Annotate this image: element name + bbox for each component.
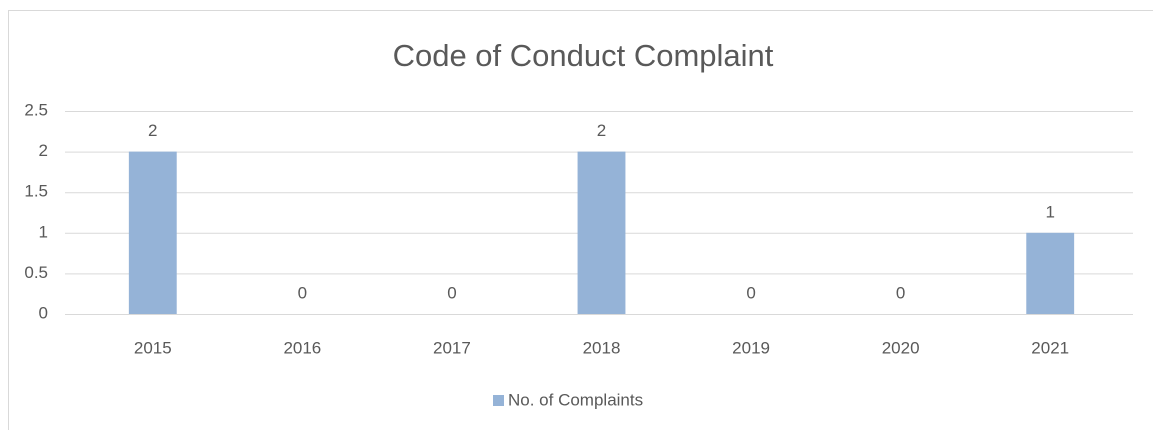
data-label: 0: [447, 283, 456, 302]
x-tick-label: 2021: [1031, 338, 1069, 357]
chart-title: Code of Conduct Complaint: [393, 38, 774, 73]
y-tick-label: 2: [39, 141, 48, 160]
data-label: 0: [896, 283, 905, 302]
data-label: 1: [1045, 202, 1054, 221]
data-label: 2: [148, 121, 157, 140]
x-tick-label: 2015: [134, 338, 172, 357]
y-tick-label: 0.5: [24, 263, 48, 282]
bar: [128, 151, 177, 314]
legend-label: No. of Complaints: [508, 390, 643, 409]
x-tick-label: 2017: [433, 338, 471, 357]
x-tick-label: 2019: [732, 338, 770, 357]
data-label: 0: [746, 283, 755, 302]
data-label: 0: [298, 283, 307, 302]
legend-swatch: [493, 395, 504, 406]
data-label: 2: [597, 121, 606, 140]
bar: [1026, 232, 1075, 314]
y-tick-label: 1: [39, 222, 48, 241]
bar: [577, 151, 626, 314]
x-tick-label: 2018: [583, 338, 621, 357]
y-tick-label: 2.5: [24, 100, 48, 119]
x-tick-label: 2020: [882, 338, 920, 357]
x-tick-label: 2016: [283, 338, 321, 357]
y-tick-label: 1.5: [24, 182, 48, 201]
chart-border: [8, 10, 1153, 430]
y-tick-label: 0: [39, 303, 48, 322]
